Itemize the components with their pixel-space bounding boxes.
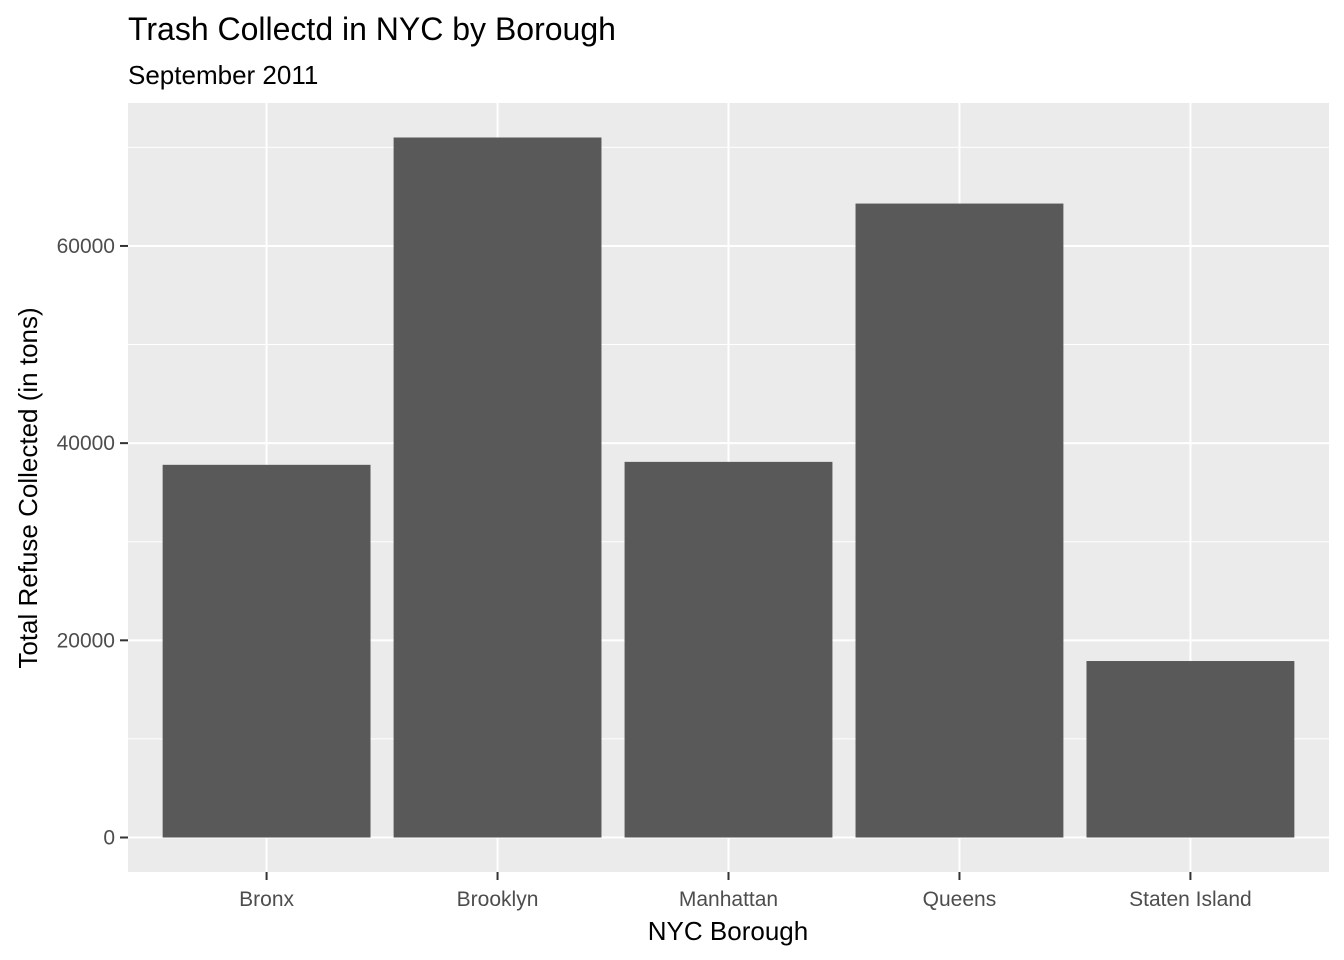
y-tick-label: 0 — [103, 826, 115, 849]
x-tick-label: Queens — [923, 888, 997, 911]
y-tick-label: 60000 — [57, 235, 115, 258]
y-axis: 0 20000 40000 60000 — [57, 235, 128, 849]
chart-title: Trash Collectd in NYC by Borough — [128, 11, 616, 47]
x-tick-label: Manhattan — [679, 888, 778, 911]
bars — [162, 137, 1295, 838]
bar-brooklyn — [393, 137, 602, 838]
x-tick-label: Bronx — [239, 888, 294, 911]
x-tick-label: Brooklyn — [457, 888, 539, 911]
bar-staten-island — [1086, 661, 1295, 838]
bar-manhattan — [624, 461, 833, 838]
y-tick-label: 20000 — [57, 629, 115, 652]
x-axis: Bronx Brooklyn Manhattan Queens Staten Islan… — [239, 872, 1252, 911]
y-axis-title: Total Refuse Collected (in tons) — [13, 307, 43, 668]
x-axis-title: NYC Borough — [648, 916, 808, 946]
bar-bronx — [162, 464, 371, 838]
x-tick-label: Staten Island — [1129, 888, 1252, 911]
chart-subtitle: September 2011 — [128, 60, 318, 90]
y-tick-label: 40000 — [57, 432, 115, 455]
bar-queens — [855, 203, 1064, 838]
